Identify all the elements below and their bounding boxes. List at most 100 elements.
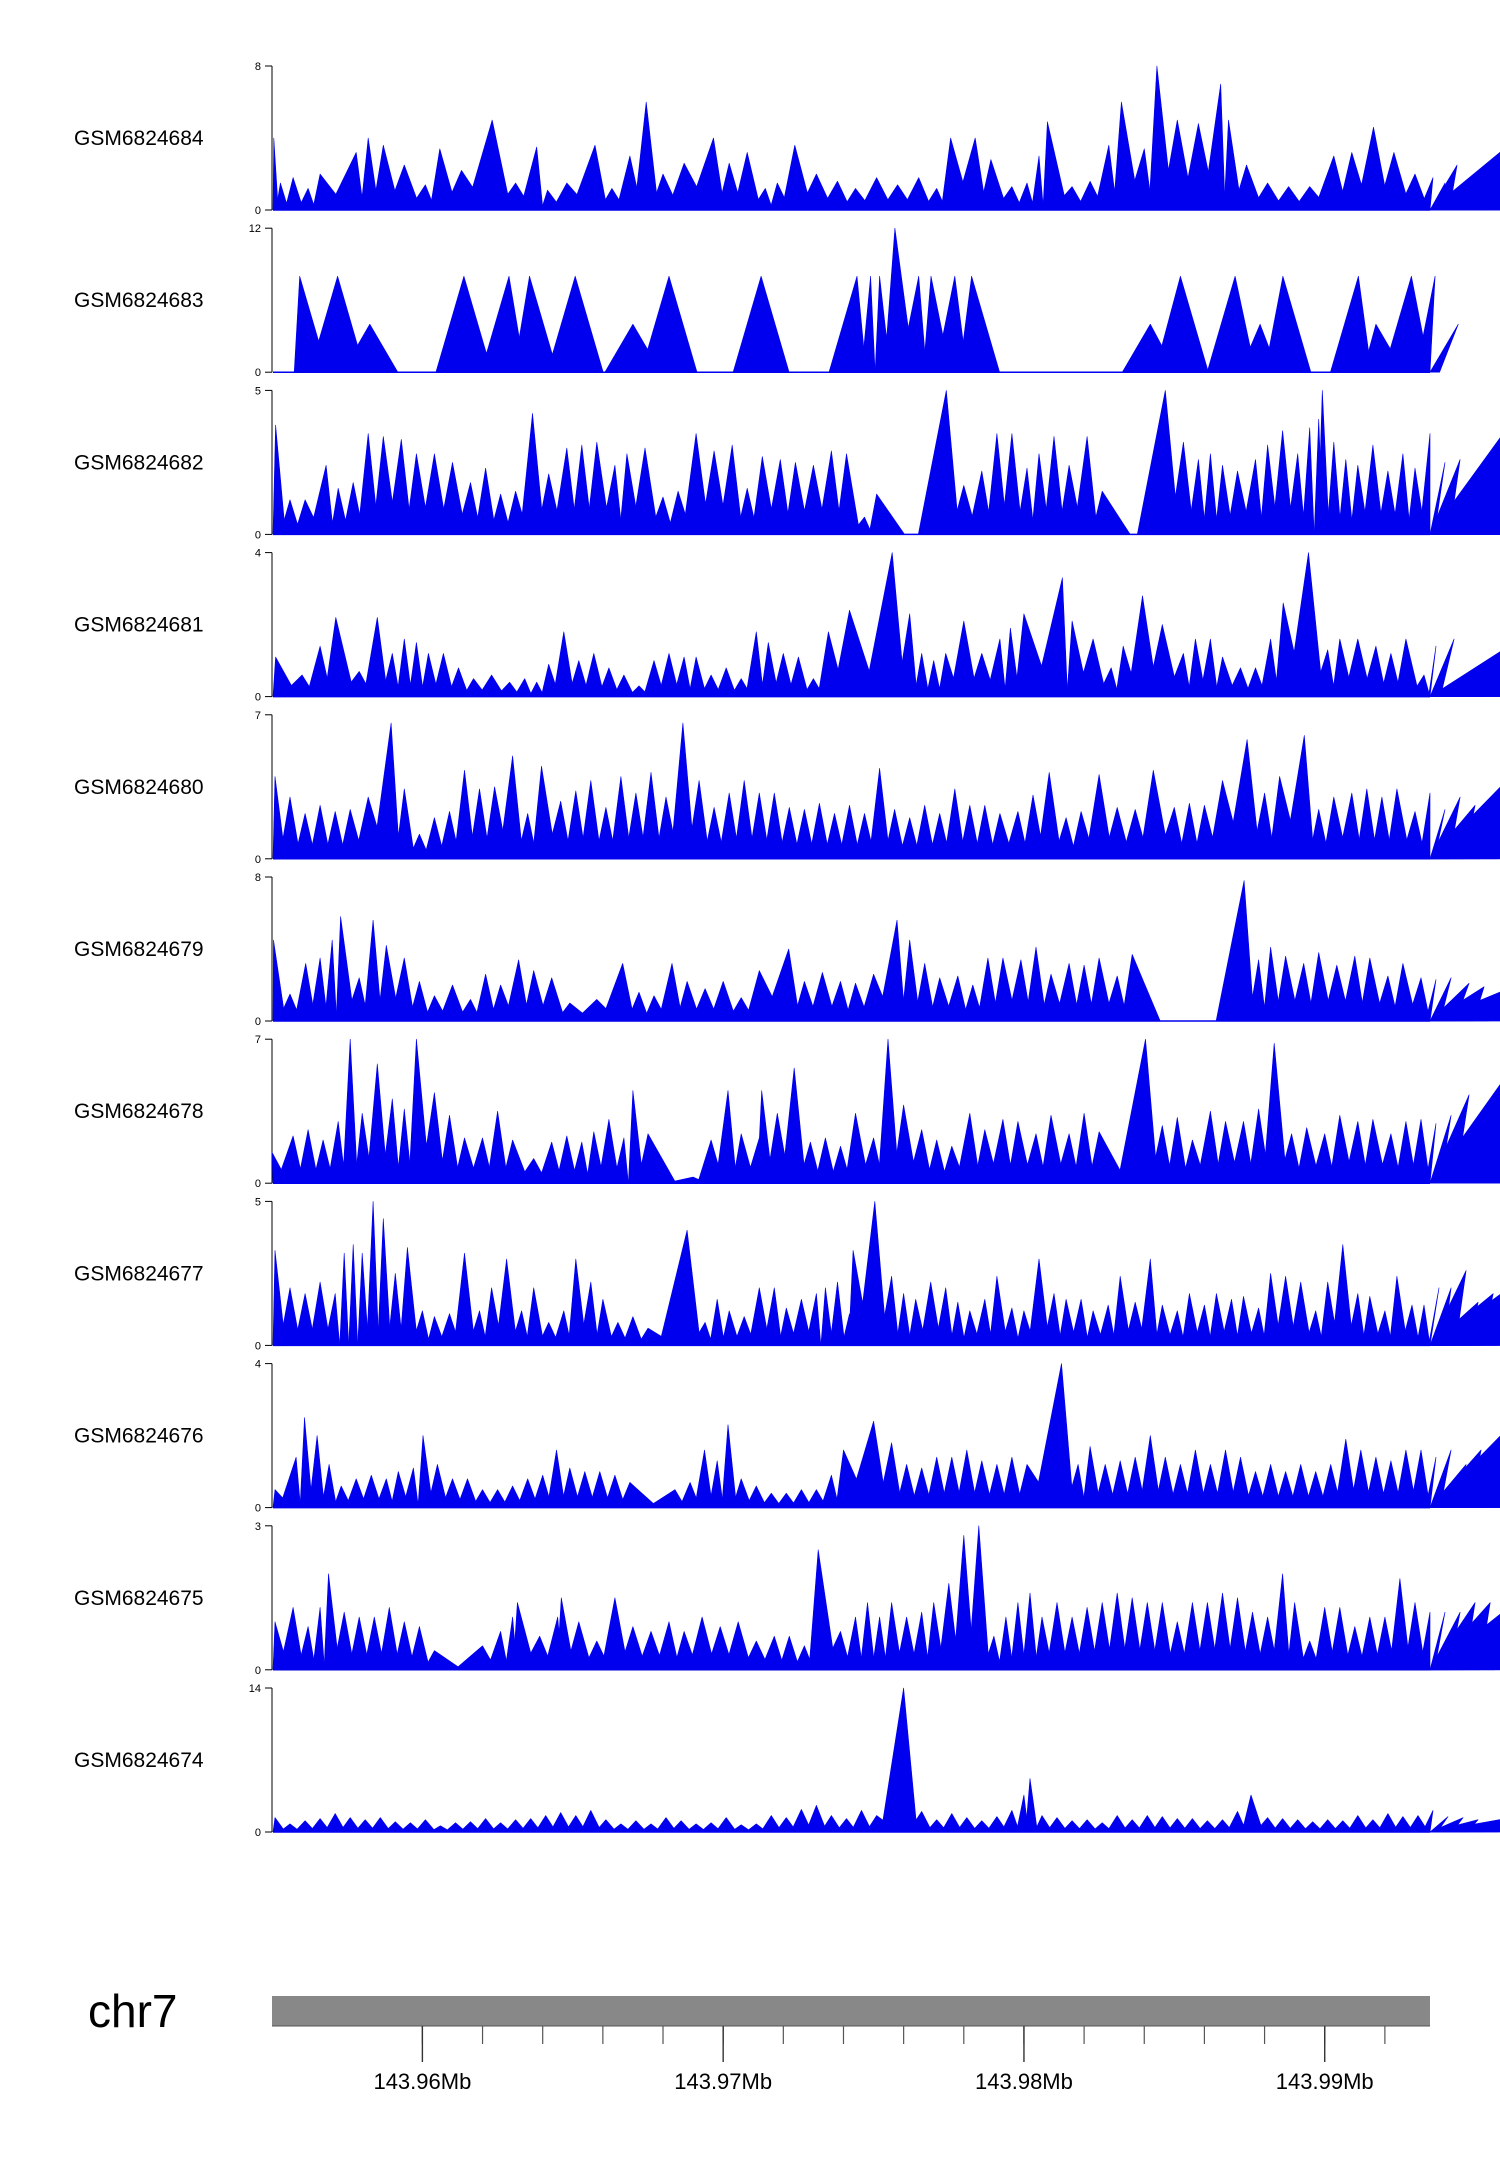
coverage-peak (324, 939, 338, 1022)
coverage-peak (1154, 275, 1209, 373)
coverage-peak (1022, 1592, 1038, 1671)
coverage-peak (1199, 638, 1219, 697)
coverage-peak (570, 1141, 590, 1184)
y-tick-label: 5 (255, 385, 261, 397)
chromosome-bar (272, 1996, 1430, 2026)
y-tick-label: 4 (255, 1359, 261, 1371)
track: GSM6824675 3 0 (74, 1521, 1500, 1677)
coverage-peak (1033, 1363, 1074, 1508)
coverage-peak (377, 1218, 392, 1346)
coverage-peak (985, 638, 1007, 697)
coverage-peak (546, 1449, 566, 1508)
track-label: GSM6824680 (74, 776, 204, 799)
coverage-peak (917, 390, 960, 535)
track: GSM6824676 4 0 (74, 1359, 1500, 1515)
coverage-peak (309, 957, 329, 1022)
track-label: GSM6824678 (74, 1100, 204, 1123)
coverage-peak (958, 275, 1000, 373)
coverage-peak (763, 948, 801, 1022)
axis-tick-label: 143.96Mb (373, 2069, 471, 2094)
coverage-peak (1091, 490, 1131, 535)
coverage-peak (1025, 1778, 1038, 1833)
coverage-peak (366, 1201, 380, 1346)
coverage-peak (309, 464, 335, 535)
coverage-peak (1220, 1299, 1240, 1346)
coverage-peak (1330, 275, 1372, 373)
coverage-peak (1429, 1435, 1500, 1508)
coverage-peak (1139, 1258, 1159, 1346)
coverage-peak (1429, 1821, 1500, 1833)
chromosome-label: chr7 (88, 1985, 177, 2037)
coverage-peak (1241, 459, 1264, 535)
coverage-peak (709, 1299, 726, 1346)
coverage-peak (372, 722, 401, 860)
coverage-peak (1117, 1038, 1159, 1184)
coverage-peak (297, 1626, 316, 1671)
coverage-peak (857, 1201, 888, 1346)
track-label: GSM6824684 (74, 127, 204, 150)
coverage-peak (967, 1525, 990, 1671)
coverage-peak (868, 493, 905, 535)
coverage-peak (688, 137, 726, 211)
y-tick-label: 12 (249, 223, 261, 235)
coverage-peak (1422, 1810, 1434, 1833)
coverage-peak (745, 631, 765, 697)
coverage-peak (1034, 577, 1068, 697)
coverage-peak (640, 275, 698, 373)
coverage-peak (1429, 1084, 1500, 1184)
coverage-peak (519, 146, 544, 211)
coverage-peak (646, 1489, 686, 1508)
coverage-peak (733, 152, 762, 211)
coverage-peak (828, 275, 867, 373)
coverage-peak (395, 788, 416, 860)
coverage-peak (880, 1687, 918, 1833)
track-label: GSM6824675 (74, 1587, 204, 1610)
coverage-peak (732, 275, 790, 373)
y-tick-label: 0 (255, 1827, 261, 1839)
axis-tick-label: 143.99Mb (1276, 2069, 1374, 2094)
coverage-peak (453, 1252, 476, 1346)
coverage-peak (1202, 83, 1226, 211)
coverage-peak (513, 678, 533, 697)
y-tick-label: 0 (255, 854, 261, 866)
coverage-peak (658, 1229, 701, 1346)
coverage-peak (363, 617, 389, 697)
coverage-peak (1097, 1304, 1116, 1346)
coverage-peak (1264, 275, 1312, 373)
track: GSM6824679 8 0 (74, 872, 1500, 1028)
coverage-peak (399, 1247, 419, 1346)
axis-tick-label: 143.98Mb (975, 2069, 1073, 2094)
coverage-peak (1429, 651, 1500, 697)
coverage-peak (465, 119, 512, 211)
coverage-peak (1429, 1613, 1500, 1671)
y-tick-label: 0 (255, 1016, 261, 1028)
coverage-peak (408, 642, 425, 697)
coverage-peak (1429, 518, 1500, 535)
coverage-peak (913, 653, 930, 697)
coverage-peak (1271, 1573, 1291, 1671)
coverage-peak (525, 1287, 545, 1346)
coverage-peak (1429, 992, 1500, 1022)
track: GSM6824674 14 0 (74, 1683, 1500, 1839)
y-tick-label: 5 (255, 1196, 261, 1208)
y-tick-label: 0 (255, 692, 261, 704)
coverage-peak (486, 1631, 509, 1671)
coverage-peak (1187, 459, 1207, 535)
track-label: GSM6824674 (74, 1749, 204, 1772)
coverage-peak (949, 1301, 966, 1346)
coverage-peak (1283, 735, 1315, 860)
y-tick-label: 0 (255, 1340, 261, 1352)
coverage-peak (1326, 441, 1342, 535)
track-label: GSM6824681 (74, 614, 204, 637)
coverage-peak (1419, 792, 1431, 860)
coverage-peak (1338, 459, 1354, 535)
track-label: GSM6824682 (74, 451, 204, 474)
coverage-peak (973, 1299, 993, 1346)
y-tick-label: 7 (255, 710, 261, 722)
track-label: GSM6824683 (74, 289, 204, 312)
y-tick-label: 4 (255, 548, 261, 560)
coverage-peak (396, 638, 413, 697)
coverage-peak (435, 275, 493, 373)
coverage-peak (721, 1424, 738, 1508)
coverage-peak (835, 453, 861, 535)
